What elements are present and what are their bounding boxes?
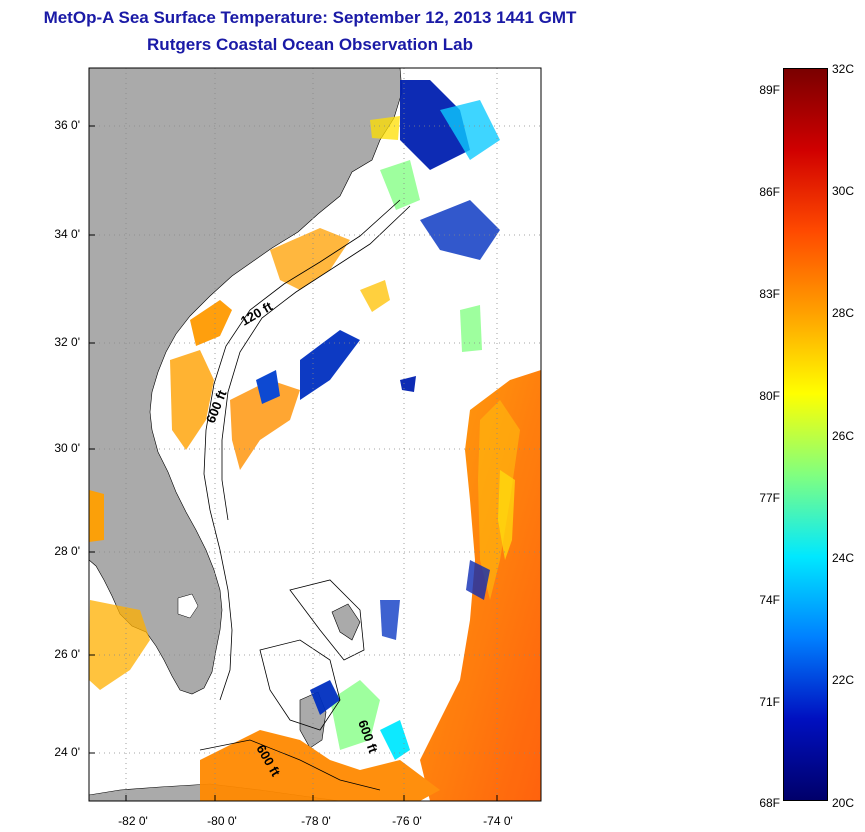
colorbar-label-f: 80F: [759, 389, 780, 403]
lat-label: 28 0': [54, 544, 80, 558]
axis-ticks: [89, 125, 498, 801]
lat-label: 34 0': [54, 227, 80, 241]
colorbar-label-f: 89F: [759, 83, 780, 97]
lat-label: 30 0': [54, 441, 80, 455]
lat-label: 24 0': [54, 745, 80, 759]
lon-label: -76 0': [392, 814, 422, 828]
colorbar-label-c: 32C: [832, 62, 855, 76]
graticule: [89, 68, 541, 801]
lat-label: 32 0': [54, 335, 80, 349]
colorbar-label-c: 30C: [832, 184, 855, 198]
temperature-colorbar: [783, 68, 828, 801]
land-mainland: [89, 68, 403, 695]
map-title: MetOp-A Sea Surface Temperature: Septemb…: [43, 8, 577, 27]
colorbar-label-c: 22C: [832, 673, 855, 687]
lon-label: -82 0': [118, 814, 148, 828]
colorbar-label-c: 28C: [832, 306, 855, 320]
lon-label: -74 0': [483, 814, 513, 828]
colorbar-label-f: 86F: [759, 185, 780, 199]
map-subtitle: Rutgers Coastal Ocean Observation Lab: [147, 35, 473, 54]
lon-label: -78 0': [301, 814, 331, 828]
lake-okeechobee: [177, 593, 199, 619]
bathymetry-contours: [199, 199, 411, 791]
colorbar-label-f: 71F: [759, 695, 780, 709]
colorbar-label-c: 26C: [832, 429, 855, 443]
colorbar-label-f: 83F: [759, 287, 780, 301]
lat-label: 26 0': [54, 647, 80, 661]
lon-label: -80 0': [207, 814, 237, 828]
colorbar-label-f: 68F: [759, 796, 780, 810]
colorbar-label-f: 77F: [759, 491, 780, 505]
land-abaco: [331, 603, 361, 641]
sst-data: [89, 80, 541, 801]
colorbar-label-f: 74F: [759, 593, 780, 607]
colorbar-label-c: 20C: [832, 796, 855, 810]
colorbar-label-c: 24C: [832, 551, 855, 565]
map-frame: [88, 67, 542, 802]
lat-label: 36 0': [54, 118, 80, 132]
